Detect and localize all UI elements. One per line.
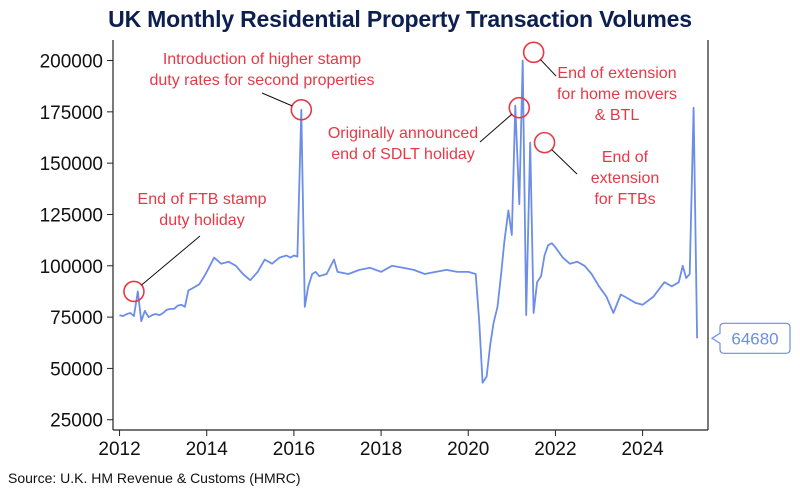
annotation-text-line: end of SDLT holiday [331,146,475,163]
annotation-text-line: extension [591,170,660,187]
annotation-leader-line [261,92,293,107]
series-line [119,59,698,384]
annotation-marker [508,96,531,119]
annotation-text: End of extension for home movers & BTL [557,65,677,124]
x-tick-label: 2022 [534,439,576,460]
annotation-text-line: End of extension [557,65,676,82]
annotation-text-line: for home movers [557,86,677,103]
annotation-text-line: Introduction of higher stamp [163,51,361,68]
last-value-label: 64680 [731,329,778,348]
y-tick-label: 125000 [40,205,103,226]
annotation-text-line: & BTL [595,107,640,124]
x-tick-label: 2012 [98,439,140,460]
last-value-callout-box [710,322,791,354]
y-tick-label: 175000 [40,103,103,124]
annotation-text-line: duty rates for second properties [149,72,374,89]
axes: 25000 50000 75000 100000 125000 150000 175000 2… [40,40,709,460]
annotation-marker [533,131,556,154]
y-tick-label: 25000 [50,411,103,432]
annotation-leader-line [551,149,578,175]
y-tick-label: 100000 [40,257,103,278]
annotation-text-line: End of FTB stamp [138,191,267,208]
last-value-group: 64680 [710,322,791,354]
x-tick-label: 2018 [360,439,402,460]
annotation-leader-line [479,113,513,143]
annotation-marker [290,98,313,121]
annotation-text: Introduction of higher stamp duty rates f… [149,51,374,89]
chart-title: UK Monthly Residential Property Transact… [108,6,692,32]
annotation-text-line: duty holiday [159,212,244,229]
source-note: Source: U.K. HM Revenue & Customs (HMRC) [8,470,301,486]
annotation-text-line: End of [602,149,649,166]
annotation-text: Originally announced end of SDLT holiday [328,125,478,163]
y-tick-label: 150000 [40,154,103,175]
annotations-group: End of FTB stamp duty holiday Introduction… [123,41,677,303]
annotation-leader-line [141,235,201,286]
x-tick-label: 2024 [621,439,664,460]
annotation-text: End of extension for FTBs [591,149,660,208]
annotation-marker [123,280,145,303]
x-tick-label: 2020 [447,439,489,460]
x-tick-label: 2014 [186,439,229,460]
y-tick-label: 200000 [40,52,103,73]
annotation-text-line: for FTBs [594,191,655,208]
x-tick-label: 2016 [273,439,315,460]
annotation-marker [522,41,545,64]
annotation-text-line: Originally announced [328,125,478,142]
annotation-leader-line [540,59,557,77]
annotation-text: End of FTB stamp duty holiday [138,191,267,229]
y-tick-label: 75000 [50,308,103,329]
y-tick-label: 50000 [50,359,103,380]
series-line-group [119,59,698,384]
